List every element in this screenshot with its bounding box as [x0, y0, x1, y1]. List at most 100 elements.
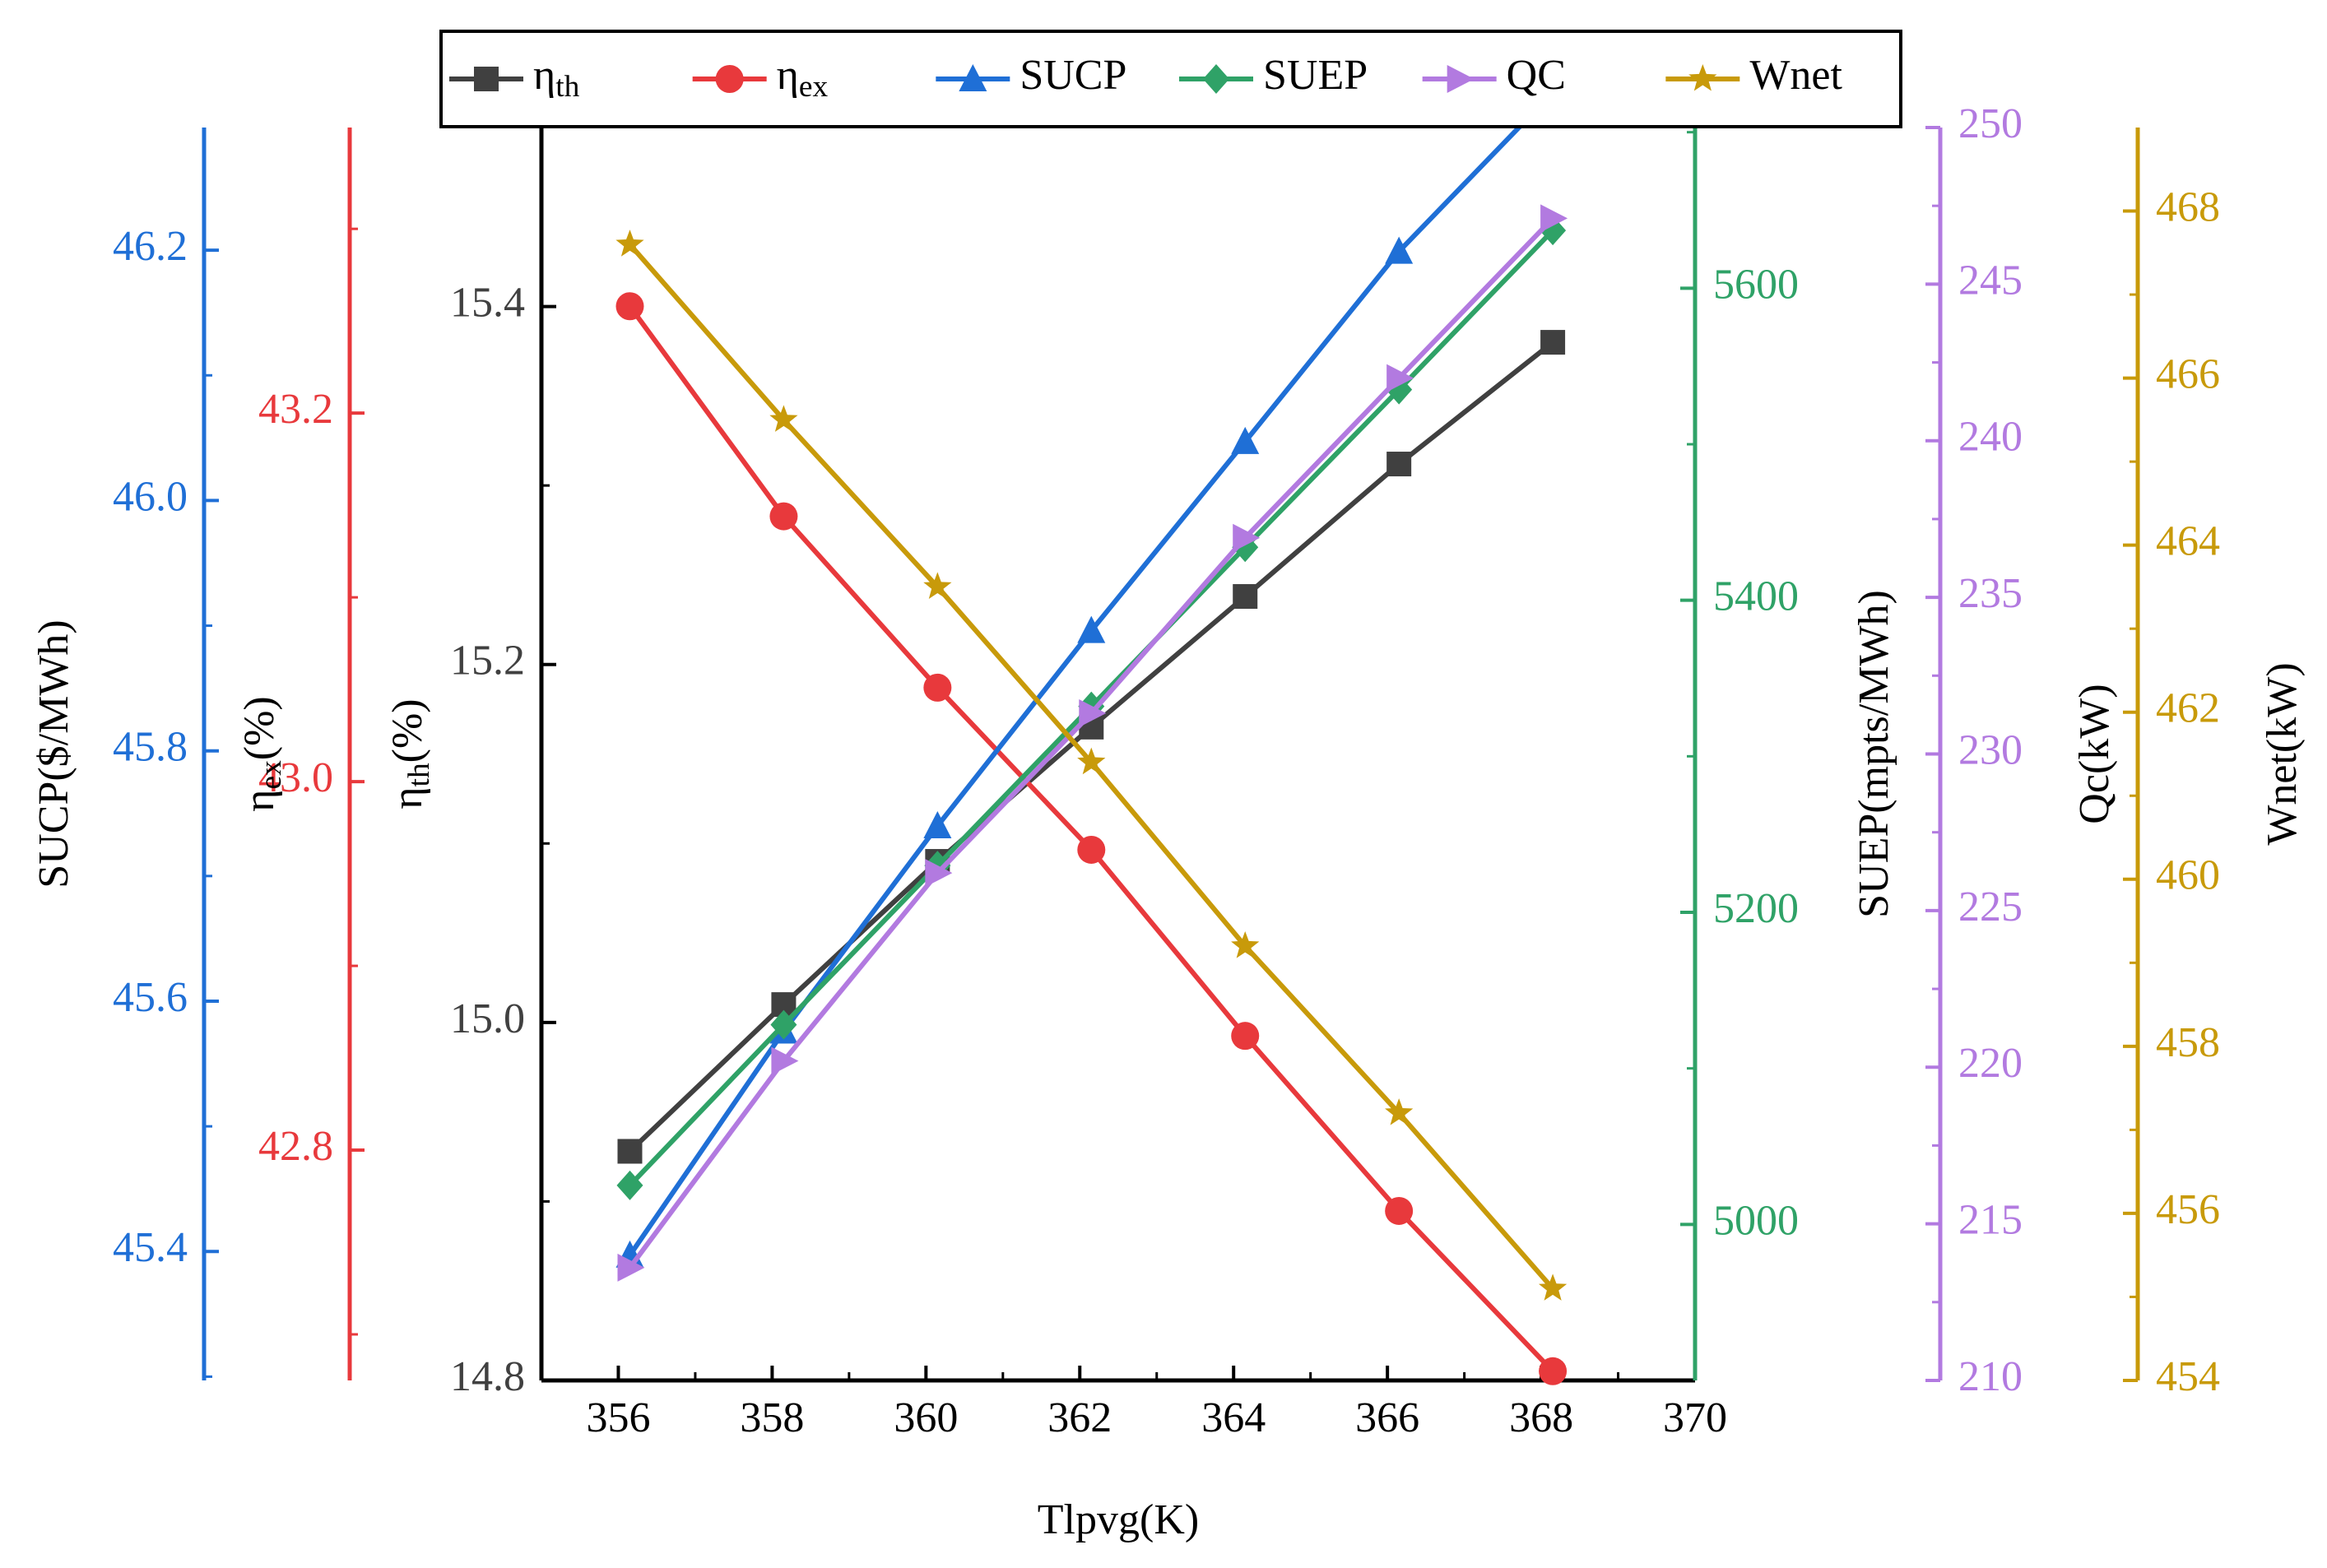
series-eta_ex	[615, 292, 1568, 1385]
legend-entry-suep: SUEP	[1179, 52, 1368, 99]
eta-th-tick-label: 15.0	[450, 995, 525, 1042]
series-wnet-point	[1385, 1098, 1414, 1125]
x-tick-label: 366	[1355, 1394, 1419, 1441]
eta-th-tick-label: 15.2	[450, 638, 525, 684]
series-eta_th-point	[1233, 584, 1258, 610]
qc-tick-label: 220	[1958, 1040, 2023, 1087]
legend-swatch-marker	[1447, 65, 1475, 93]
wnet-tick-label: 456	[2156, 1186, 2220, 1233]
series-wnet-point	[769, 405, 798, 432]
series-eta_th-point	[1386, 452, 1412, 477]
eta-ex-tick-label: 43.0	[258, 754, 333, 801]
sucp-tick-label: 45.8	[113, 724, 188, 771]
qc-tick-label: 215	[1958, 1197, 2023, 1244]
legend-swatch-marker	[959, 64, 987, 91]
series-suep-point	[770, 1009, 797, 1040]
series-wnet-point	[923, 572, 952, 599]
x-tick-label: 370	[1663, 1394, 1727, 1441]
series-eta_th-point	[1540, 330, 1566, 355]
x-tick-label: 362	[1047, 1394, 1112, 1441]
legend-entry-qc: QC	[1422, 52, 1566, 99]
legend-box	[439, 30, 1902, 128]
qc-tick-label: 230	[1958, 726, 2023, 773]
wnet-tick-label: 462	[2156, 685, 2220, 732]
legend-swatch-marker	[1203, 64, 1229, 94]
qc-tick-label: 250	[1958, 100, 2023, 147]
legend-label: SUCP	[1020, 52, 1126, 99]
legend-entry-eta_th: ηth	[449, 52, 580, 104]
wnet-tick-label: 454	[2156, 1353, 2220, 1400]
series-eta_ex-point	[1539, 1357, 1568, 1385]
suep-axis-title: SUEP(mpts/MWh)	[1851, 590, 1897, 918]
legend-entry-wnet: Wnet	[1665, 52, 1842, 99]
series-sucp-point	[923, 810, 952, 838]
series-qc-point	[1540, 204, 1568, 233]
series-sucp-point	[1385, 236, 1414, 264]
series-eta_ex-point	[769, 502, 798, 531]
series-eta_ex-point	[1231, 1022, 1260, 1051]
x-tick-label: 358	[740, 1394, 804, 1441]
axes-layer: 356 358 360 362 364 366 368 370 Tlpvg(K) 14.8 15.0…	[30, 100, 2306, 1543]
series-sucp-point	[1231, 426, 1260, 454]
series-wnet-point	[1077, 747, 1106, 775]
qc-tick-label: 235	[1958, 570, 2023, 617]
series-qc-point	[1386, 364, 1414, 392]
series-eta_th-point	[617, 1139, 643, 1164]
series-eta_ex-point	[923, 673, 952, 702]
legend-label: SUEP	[1263, 52, 1368, 99]
series-eta_ex-point	[1077, 835, 1106, 864]
sucp-tick-label: 46.0	[113, 473, 188, 520]
sucp-tick-label: 46.2	[113, 223, 188, 270]
series-eta_ex-point	[1385, 1196, 1414, 1225]
qc-tick-label: 225	[1958, 884, 2023, 930]
qc-tick-label: 240	[1958, 414, 2023, 461]
eta-ex-tick-label: 42.8	[258, 1123, 333, 1170]
sucp-tick-label: 45.4	[113, 1224, 188, 1271]
suep-tick-label: 5600	[1713, 261, 1799, 308]
series-eta_ex-point	[615, 292, 644, 321]
eta-th-tick-label: 15.4	[450, 280, 525, 327]
suep-tick-label: 5000	[1713, 1197, 1799, 1244]
series-qc-point	[771, 1046, 799, 1075]
suep-tick-label: 5200	[1713, 885, 1799, 932]
series-qc-point	[925, 859, 953, 888]
series-wnet-point	[1231, 931, 1260, 958]
wnet-tick-label: 460	[2156, 852, 2220, 899]
eta-ex-axis-title: ηex(%)	[236, 696, 288, 811]
eta-ex-tick-label: 43.2	[258, 386, 333, 433]
x-tick-label: 364	[1201, 1394, 1266, 1441]
legend-label: ηth	[533, 52, 580, 104]
x-tick-label: 360	[894, 1394, 958, 1441]
series-layer	[615, 77, 1568, 1385]
wnet-tick-label: 468	[2156, 183, 2220, 230]
qc-axis-title: Qc(kW)	[2071, 684, 2118, 823]
legend: ηth ηex SUCP SUEP QC Wnet	[439, 30, 1902, 128]
suep-tick-label: 5400	[1713, 573, 1799, 620]
series-qc	[617, 204, 1568, 1282]
series-wnet	[615, 230, 1568, 1301]
legend-swatch-marker	[1688, 64, 1717, 91]
qc-tick-label: 210	[1958, 1353, 2023, 1400]
series-qc-point	[1079, 699, 1107, 728]
legend-entry-eta_ex: ηex	[692, 52, 829, 104]
legend-swatch-marker	[715, 65, 744, 93]
x-tick-label: 368	[1509, 1394, 1573, 1441]
legend-entry-sucp: SUCP	[936, 52, 1126, 99]
series-suep-point	[616, 1170, 643, 1200]
legend-label: ηex	[777, 52, 829, 104]
eta-th-axis-title: ηth(%)	[384, 698, 436, 809]
wnet-axis-title: Wnet(kW)	[2259, 662, 2306, 845]
wnet-tick-label: 458	[2156, 1019, 2220, 1066]
legend-label: QC	[1507, 52, 1566, 99]
sucp-tick-label: 45.6	[113, 974, 188, 1021]
sucp-axis-title: SUCP($/MWh)	[30, 619, 77, 888]
series-sucp-point	[1077, 615, 1106, 643]
wnet-tick-label: 466	[2156, 351, 2220, 398]
wnet-tick-label: 464	[2156, 518, 2220, 565]
x-axis-title: Tlpvg(K)	[1038, 1496, 1199, 1543]
eta-th-tick-label: 14.8	[450, 1353, 525, 1400]
legend-label: Wnet	[1749, 52, 1842, 99]
qc-tick-label: 245	[1958, 257, 2023, 304]
series-qc-point	[1233, 523, 1261, 552]
